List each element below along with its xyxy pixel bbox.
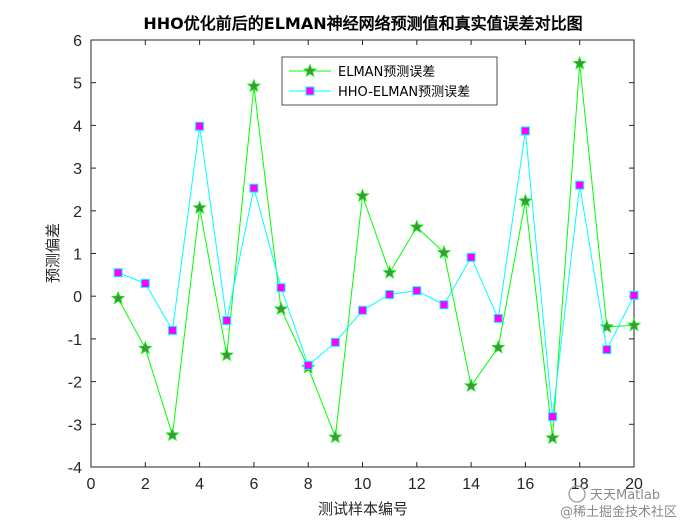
x-tick-label: 2	[141, 476, 150, 493]
data-point	[626, 317, 642, 332]
data-point	[138, 340, 153, 355]
data-point	[493, 313, 503, 323]
data-point	[195, 121, 205, 131]
data-point	[466, 252, 476, 262]
data-point	[602, 345, 612, 355]
y-tick-label: 4	[73, 118, 82, 135]
series-line	[117, 63, 635, 439]
y-tick-label: -3	[68, 417, 82, 434]
data-point	[219, 347, 234, 362]
y-tick-label: 0	[73, 289, 82, 306]
data-point	[412, 286, 422, 296]
data-point	[599, 319, 615, 334]
x-tick-label: 0	[87, 476, 96, 493]
x-axis-label: 测试样本编号	[318, 500, 408, 518]
data-point	[113, 268, 123, 278]
legend-marker	[305, 86, 315, 96]
x-tick-label: 16	[517, 476, 535, 493]
wechat-icon	[568, 485, 586, 503]
legend-item-1: ELMAN预测误差	[289, 63, 435, 80]
data-point	[192, 200, 207, 214]
watermark-line1: 天天Matlab	[590, 488, 660, 503]
watermark-line2: @稀土掘金技术社区	[560, 504, 677, 520]
data-point	[545, 430, 560, 445]
data-point	[491, 339, 506, 354]
data-point	[273, 301, 289, 316]
legend-label: ELMAN预测误差	[338, 65, 435, 80]
y-tick-label: -1	[68, 332, 82, 349]
y-tick-label: 3	[73, 161, 82, 178]
data-point	[140, 278, 150, 288]
y-tick-label: 1	[73, 247, 82, 264]
y-tick-label: 5	[73, 76, 82, 93]
data-point	[355, 188, 370, 203]
chart-title: HHO优化前后的ELMAN神经网络预测值和真实值误差对比图	[143, 14, 582, 33]
y-axis: -4 -3 -2 -1 0 1 2 3 4 5 6	[68, 33, 634, 477]
legend-marker	[302, 63, 318, 78]
series-line	[117, 126, 635, 417]
legend-box	[281, 56, 498, 106]
data-point	[246, 78, 262, 93]
data-point	[409, 219, 425, 234]
series-1	[110, 55, 642, 445]
data-point	[518, 193, 533, 208]
data-point	[167, 325, 177, 335]
series-2	[113, 121, 639, 422]
x-tick-label: 14	[462, 476, 480, 493]
y-tick-label: 6	[73, 33, 82, 50]
x-tick-label: 18	[571, 476, 589, 493]
y-tick-label: 2	[73, 204, 82, 221]
plot-area	[90, 39, 635, 468]
data-point	[382, 265, 397, 279]
legend-item-2: HHO-ELMAN预测误差	[289, 85, 470, 100]
x-axis: 0 2 4 6 8 10 12 14 16 18 20	[87, 40, 643, 493]
data-point	[463, 378, 479, 393]
data-point	[629, 290, 639, 300]
y-axis-label: 预测偏差	[44, 223, 62, 283]
x-tick-label: 4	[195, 476, 204, 493]
data-point	[520, 126, 530, 136]
data-point	[222, 316, 232, 326]
data-point	[572, 55, 587, 70]
data-point	[303, 360, 313, 370]
data-point	[358, 305, 367, 315]
x-tick-label: 10	[354, 476, 372, 493]
series-layer	[110, 55, 642, 445]
y-tick-label: -4	[68, 460, 82, 477]
y-tick-label: -2	[68, 375, 82, 392]
data-point	[249, 183, 259, 193]
data-point	[165, 427, 180, 442]
data-point	[548, 412, 558, 422]
data-point	[276, 283, 286, 293]
legend-label: HHO-ELMAN预测误差	[338, 85, 470, 100]
data-point	[439, 300, 449, 310]
data-point	[575, 180, 585, 190]
x-tick-label: 20	[625, 476, 643, 493]
legend: ELMAN预测误差 HHO-ELMAN预测误差	[281, 56, 498, 106]
data-point	[110, 290, 126, 305]
x-tick-label: 12	[408, 476, 426, 493]
data-point	[385, 289, 395, 299]
data-point	[330, 337, 340, 347]
data-point	[328, 429, 343, 444]
x-tick-label: 8	[304, 476, 313, 493]
data-point	[436, 245, 452, 259]
x-tick-label: 6	[249, 476, 258, 493]
watermark: 天天Matlab @稀土掘金技术社区	[560, 485, 677, 520]
